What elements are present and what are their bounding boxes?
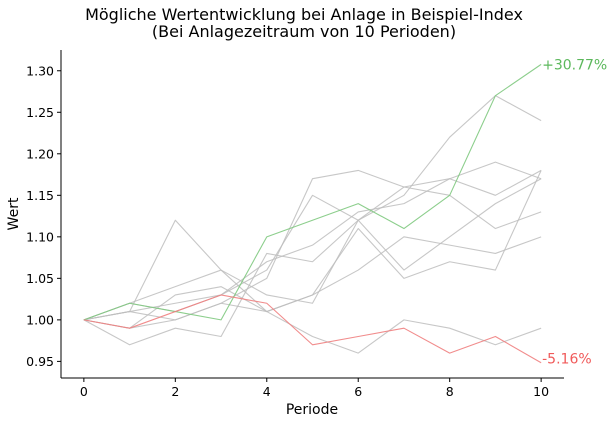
y-tick-label: 1.05 <box>26 271 54 286</box>
x-axis-label: Periode <box>286 402 338 418</box>
best-series-line <box>83 63 542 321</box>
x-tick-label: 4 <box>263 384 271 399</box>
series-line <box>83 302 542 354</box>
y-tick-label: 1.10 <box>26 229 54 244</box>
y-tick-label: 0.95 <box>26 354 54 369</box>
x-tick-label: 2 <box>171 384 179 399</box>
y-tick-label: 1.30 <box>26 63 54 78</box>
best-return-label: +30.77% <box>542 57 607 73</box>
y-tick-label: 1.00 <box>26 312 54 327</box>
y-axis-ticks: 0.95 1.00 1.05 1.10 1.15 1.20 1.25 1.30 <box>26 63 61 369</box>
worst-series-line <box>83 294 542 364</box>
worst-return-label: -5.16% <box>542 352 592 368</box>
series-line <box>83 178 542 321</box>
series-line <box>83 161 542 321</box>
series-lines <box>83 63 542 364</box>
series-line <box>83 95 542 321</box>
y-tick-label: 1.15 <box>26 188 54 203</box>
chart-subtitle: (Bei Anlagezeitraum von 10 Perioden) <box>152 22 456 41</box>
x-axis-ticks: 0 2 4 6 8 10 <box>80 378 549 399</box>
x-tick-label: 0 <box>80 384 88 399</box>
x-tick-label: 6 <box>354 384 362 399</box>
x-tick-label: 10 <box>533 384 549 399</box>
y-tick-label: 1.20 <box>26 146 54 161</box>
y-tick-label: 1.25 <box>26 105 54 120</box>
series-line <box>83 186 542 346</box>
x-tick-label: 8 <box>446 384 454 399</box>
y-axis-label: Wert <box>6 197 22 230</box>
series-line <box>83 169 542 321</box>
chart-title: Mögliche Wertentwicklung bei Anlage in B… <box>85 5 523 24</box>
